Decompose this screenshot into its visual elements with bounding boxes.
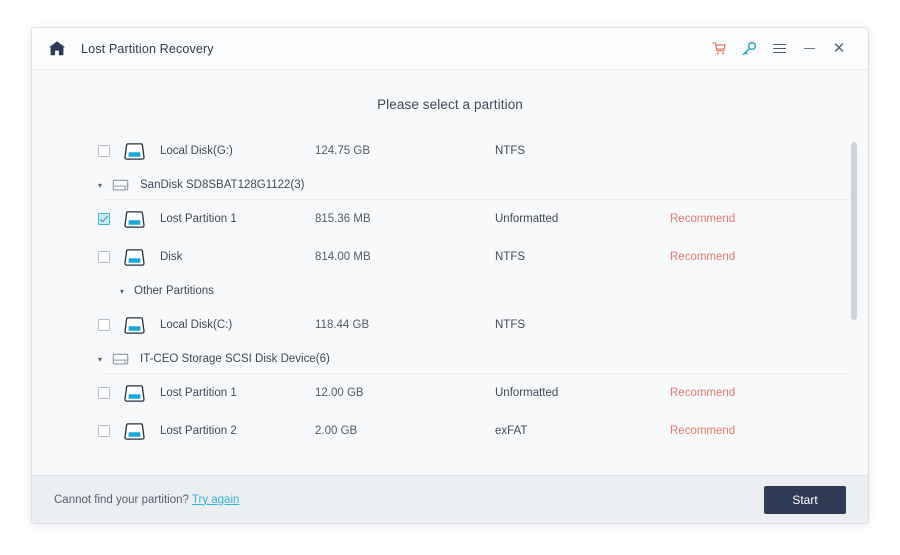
- partition-filesystem: NTFS: [495, 251, 526, 263]
- list-scrollbar[interactable]: [851, 142, 857, 447]
- chevron-down-icon[interactable]: ▾: [94, 181, 106, 190]
- disk-group-label: IT-CEO Storage SCSI Disk Device(6): [140, 353, 330, 365]
- partition-icon: [124, 384, 145, 402]
- partition-size: 124.75 GB: [315, 145, 370, 157]
- footer-question: Cannot find your partition?: [54, 493, 189, 506]
- partition-filesystem: NTFS: [495, 145, 526, 157]
- partition-row[interactable]: Local Disk(G:) 124.75 GB NTFS: [32, 132, 868, 170]
- partition-row[interactable]: Disk 814.00 MB NTFS Recommend: [32, 238, 868, 276]
- partition-row[interactable]: Local Disk(C:) 118.44 GB NTFS: [32, 306, 868, 344]
- menu-icon[interactable]: [764, 35, 794, 63]
- chevron-down-icon[interactable]: ▾: [116, 287, 128, 296]
- partition-name: Lost Partition 1: [160, 213, 237, 225]
- partition-icon: [124, 248, 145, 266]
- hamburger-lines: [772, 41, 786, 56]
- partition-size: 815.36 MB: [315, 213, 371, 225]
- app-window: Lost Partition Recovery: [32, 28, 868, 523]
- disk-group-header[interactable]: ▾ IT-CEO Storage SCSI Disk Device(6): [32, 344, 868, 374]
- partition-icon: [124, 422, 145, 440]
- partition-icon: [124, 210, 145, 228]
- sub-group-label: Other Partitions: [134, 285, 214, 297]
- partition-size: 814.00 MB: [315, 251, 371, 263]
- partition-icon: [124, 142, 145, 160]
- chevron-glyph: ▾: [97, 354, 102, 364]
- partition-row[interactable]: Lost Partition 1 815.36 MB Unformatted Reco…: [32, 200, 868, 238]
- partition-list: Local Disk(G:) 124.75 GB NTFS ▾ SanDisk SD8S…: [32, 132, 868, 475]
- partition-size: 118.44 GB: [315, 319, 370, 331]
- partition-name: Local Disk(G:): [160, 145, 233, 157]
- drive-icon: [112, 178, 129, 192]
- window-title: Lost Partition Recovery: [81, 41, 214, 56]
- partition-filesystem: Unformatted: [495, 387, 559, 399]
- footer-bar: Cannot find your partition? Try again St…: [32, 475, 868, 523]
- partition-filesystem: Unformatted: [495, 213, 559, 225]
- chevron-down-icon[interactable]: ▾: [94, 355, 106, 364]
- partition-checkbox[interactable]: [98, 387, 110, 399]
- partition-name: Lost Partition 2: [160, 425, 237, 437]
- partition-name: Disk: [160, 251, 183, 263]
- partition-list-wrap: Local Disk(G:) 124.75 GB NTFS ▾ SanDisk SD8S…: [32, 132, 868, 475]
- partition-row[interactable]: Lost Partition 2 2.00 GB exFAT Recommend: [32, 412, 868, 450]
- partition-filesystem: exFAT: [495, 425, 528, 437]
- minimize-button[interactable]: [794, 35, 824, 63]
- partition-name: Local Disk(C:): [160, 319, 233, 331]
- chevron-glyph: ▾: [119, 286, 124, 296]
- row-divider: [102, 373, 850, 374]
- chevron-glyph: ▾: [97, 180, 102, 190]
- page-title: Please select a partition: [377, 97, 523, 112]
- partition-checkbox[interactable]: [98, 251, 110, 263]
- row-divider: [102, 199, 850, 200]
- partition-filesystem: NTFS: [495, 319, 526, 331]
- home-icon[interactable]: [46, 38, 68, 60]
- content-area: Please select a partition Local Disk(G:)…: [32, 70, 868, 475]
- sub-group-header[interactable]: ▾ Other Partitions: [32, 276, 868, 306]
- close-button[interactable]: ✕: [824, 35, 854, 63]
- partition-checkbox[interactable]: [98, 425, 110, 437]
- partition-checkbox[interactable]: [98, 319, 110, 331]
- recommend-badge: Recommend: [670, 251, 736, 263]
- partition-size: 12.00 GB: [315, 387, 364, 399]
- recommend-badge: Recommend: [670, 213, 736, 225]
- minimize-icon: [803, 47, 815, 50]
- partition-row[interactable]: Lost Partition 1 12.00 GB Unformatted Recom…: [32, 374, 868, 412]
- disk-group-header[interactable]: ▾ SanDisk SD8SBAT128G1122(3): [32, 170, 868, 200]
- close-icon: ✕: [832, 39, 846, 57]
- try-again-link[interactable]: Try again: [191, 493, 240, 506]
- partition-size: 2.00 GB: [315, 425, 358, 437]
- title-bar: Lost Partition Recovery: [32, 28, 868, 70]
- partition-icon: [124, 316, 145, 334]
- start-button[interactable]: Start: [764, 485, 846, 514]
- drive-icon: [112, 352, 129, 366]
- recommend-badge: Recommend: [670, 425, 736, 437]
- partition-checkbox[interactable]: [98, 213, 110, 225]
- partition-name: Lost Partition 1: [160, 387, 237, 399]
- recommend-badge: Recommend: [670, 387, 736, 399]
- scrollbar-thumb[interactable]: [851, 142, 857, 320]
- cart-icon[interactable]: [704, 35, 734, 63]
- partition-checkbox[interactable]: [98, 145, 110, 157]
- disk-group-label: SanDisk SD8SBAT128G1122(3): [140, 179, 305, 191]
- key-icon[interactable]: [734, 35, 764, 63]
